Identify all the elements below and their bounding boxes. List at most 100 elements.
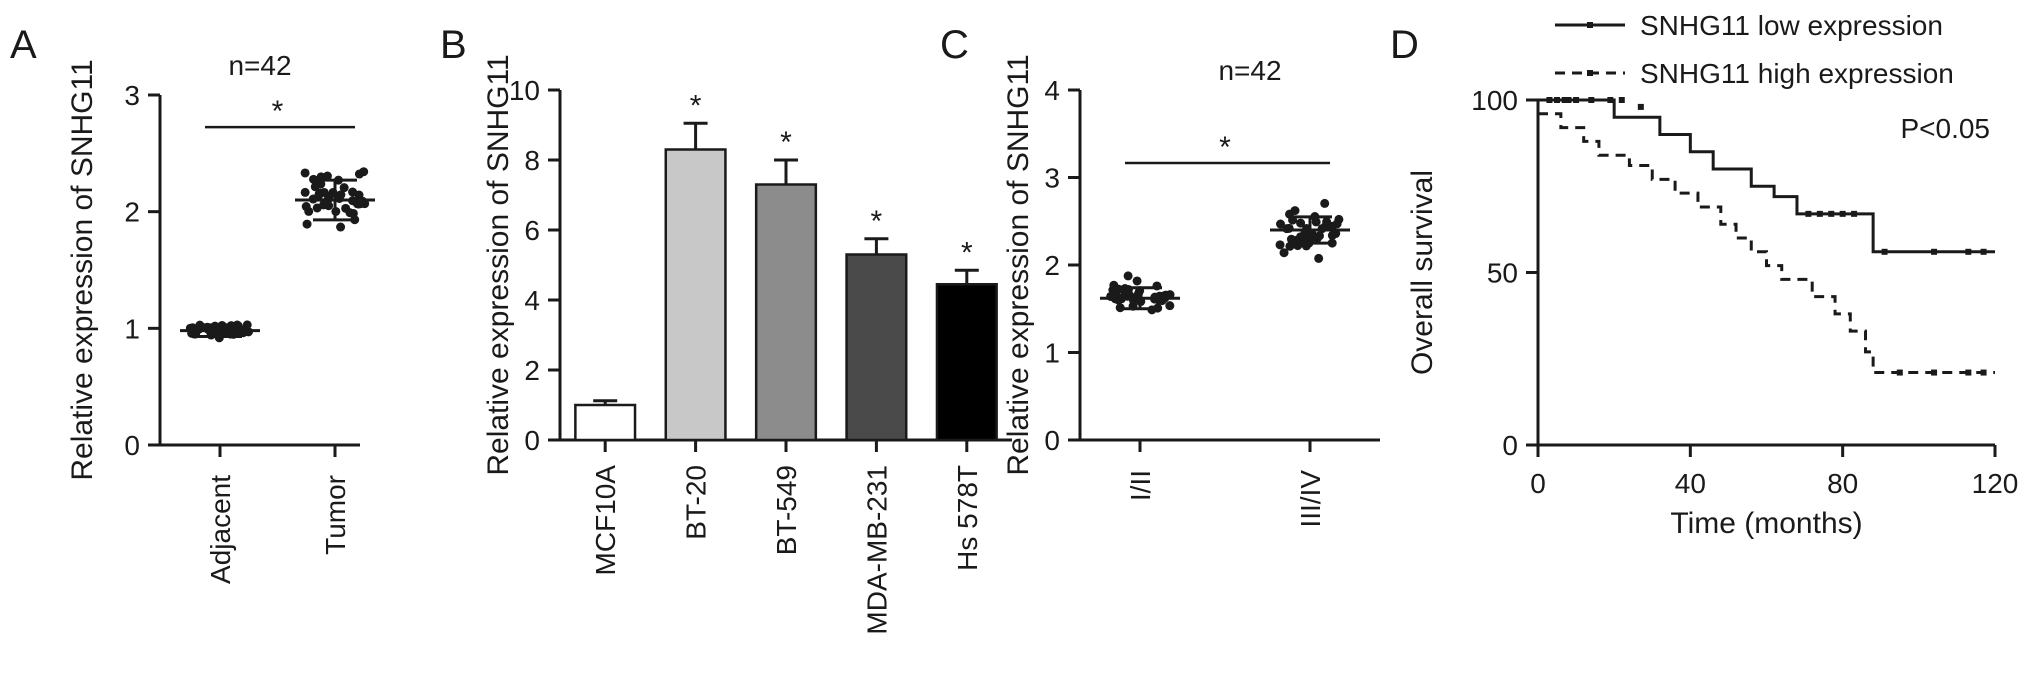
y-tick-label: 3 bbox=[124, 80, 140, 111]
panel-letter: C bbox=[940, 23, 969, 67]
y-tick-label: 50 bbox=[1487, 258, 1518, 289]
bar bbox=[664, 148, 727, 442]
data-point bbox=[1296, 232, 1306, 242]
x-category-label: I/II bbox=[1125, 470, 1156, 501]
panel-letter: A bbox=[10, 23, 37, 67]
x-category-label: III/IV bbox=[1295, 470, 1326, 528]
data-point bbox=[302, 219, 312, 229]
x-tick-label: 80 bbox=[1827, 468, 1858, 499]
data-point bbox=[1275, 240, 1285, 250]
panel-a: A 0 1 2 3 Relative expression of SNHG11 Adjace… bbox=[10, 23, 375, 584]
data-point bbox=[359, 167, 369, 177]
y-tick-label: 4 bbox=[524, 285, 540, 316]
censor-mark bbox=[1561, 97, 1568, 103]
x-tick-label: 0 bbox=[1530, 468, 1546, 499]
bar bbox=[754, 183, 818, 442]
censor-mark bbox=[1965, 369, 1972, 376]
data-point bbox=[319, 200, 329, 210]
data-point bbox=[1165, 301, 1175, 311]
y-axis-label: Relative expression of SNHG11 bbox=[1002, 54, 1035, 475]
censor-mark bbox=[1931, 369, 1938, 376]
censor-mark bbox=[1618, 97, 1625, 103]
n-label: n=42 bbox=[228, 50, 291, 81]
data-point bbox=[348, 187, 358, 197]
censor-mark bbox=[1637, 103, 1644, 110]
x-category-label: Adjacent bbox=[205, 475, 236, 584]
y-tick-label: 1 bbox=[1044, 338, 1060, 369]
y-tick-label: 0 bbox=[124, 430, 140, 461]
censor-mark bbox=[1607, 97, 1614, 103]
data-point bbox=[1275, 219, 1285, 229]
legend-marker bbox=[1587, 22, 1593, 28]
legend-label: SNHG11 high expression bbox=[1640, 58, 1954, 89]
data-point bbox=[336, 222, 346, 232]
data-point bbox=[1296, 218, 1306, 228]
x-category-label: BT-549 bbox=[771, 465, 802, 555]
x-category-label: Hs 578T bbox=[952, 465, 983, 571]
panel-letter: D bbox=[1390, 23, 1419, 67]
censor-mark bbox=[1896, 369, 1903, 376]
y-tick-label: 4 bbox=[1044, 75, 1060, 106]
panel-d: D 0 50 100 Overall survival 0 40 80 120 Time (mon… bbox=[1390, 10, 2018, 540]
x-category-label: BT-20 bbox=[681, 465, 712, 540]
y-tick-label: 10 bbox=[509, 75, 540, 106]
y-tick-label: 100 bbox=[1471, 85, 1518, 116]
data-point bbox=[1109, 280, 1119, 290]
data-point bbox=[242, 320, 252, 330]
censor-mark bbox=[1573, 97, 1580, 103]
panel-c: C 0 1 2 3 4 Relative expression of SNHG11 I/II I… bbox=[940, 23, 1380, 528]
data-point bbox=[339, 183, 349, 193]
data-point bbox=[300, 168, 310, 178]
x-axis-label: Time (months) bbox=[1670, 507, 1862, 540]
bar bbox=[935, 283, 998, 442]
significance-star: * bbox=[1219, 131, 1231, 164]
censor-mark bbox=[1980, 369, 1987, 376]
censor-mark bbox=[1851, 210, 1858, 217]
y-axis-label: Relative expression of SNHG11 bbox=[66, 59, 99, 480]
data-point bbox=[345, 208, 355, 218]
significance-star: * bbox=[272, 95, 284, 128]
data-point bbox=[1132, 276, 1142, 286]
y-tick-label: 3 bbox=[1044, 163, 1060, 194]
y-tick-label: 0 bbox=[1044, 425, 1060, 456]
data-point bbox=[1286, 234, 1296, 244]
bar bbox=[845, 253, 908, 442]
significance-star: * bbox=[780, 126, 792, 159]
y-axis-label: Relative expression of SNHG11 bbox=[482, 54, 515, 475]
y-tick-label: 2 bbox=[124, 197, 140, 228]
bar bbox=[574, 403, 637, 442]
legend-label: SNHG11 low expression bbox=[1640, 10, 1943, 41]
data-point bbox=[310, 182, 320, 192]
significance-star: * bbox=[961, 236, 973, 269]
x-category-label: MDA-MB-231 bbox=[861, 465, 892, 635]
data-point bbox=[1314, 253, 1324, 263]
censor-mark bbox=[1554, 97, 1561, 103]
censor-mark bbox=[1805, 210, 1812, 217]
censor-mark bbox=[1565, 97, 1572, 103]
data-point bbox=[1334, 214, 1344, 224]
x-tick-label: 120 bbox=[1972, 468, 2019, 499]
censor-mark bbox=[1980, 248, 1987, 255]
data-point bbox=[300, 187, 310, 197]
censor-mark bbox=[1965, 248, 1972, 255]
y-axis-label: Overall survival bbox=[1406, 170, 1439, 375]
censor-mark bbox=[1828, 210, 1835, 217]
x-category-label: Tumor bbox=[320, 475, 351, 555]
data-point bbox=[1279, 248, 1289, 258]
significance-star: * bbox=[871, 205, 883, 238]
y-tick-label: 2 bbox=[524, 355, 540, 386]
data-point bbox=[1290, 206, 1300, 216]
data-point bbox=[1327, 238, 1337, 248]
censor-mark bbox=[1931, 248, 1938, 255]
y-tick-label: 8 bbox=[524, 145, 540, 176]
y-tick-label: 2 bbox=[1044, 250, 1060, 281]
legend-marker bbox=[1587, 70, 1593, 76]
p-value-label: P<0.05 bbox=[1900, 113, 1990, 144]
data-point bbox=[1327, 221, 1337, 231]
y-tick-label: 0 bbox=[1502, 430, 1518, 461]
censor-mark bbox=[1546, 97, 1553, 103]
data-point bbox=[1312, 233, 1322, 243]
x-category-label: MCF10A bbox=[590, 465, 621, 576]
